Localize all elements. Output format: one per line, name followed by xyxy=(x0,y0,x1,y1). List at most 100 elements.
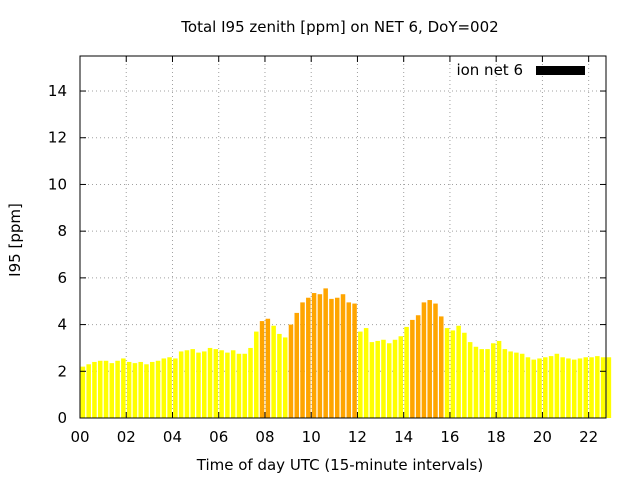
bar xyxy=(144,364,149,418)
bar xyxy=(554,353,560,418)
bar xyxy=(346,302,352,418)
bar xyxy=(184,350,190,418)
bar xyxy=(369,342,375,418)
bar xyxy=(560,357,565,418)
x-tick-label: 04 xyxy=(163,428,182,446)
bar xyxy=(271,325,276,418)
bar xyxy=(109,363,115,418)
bar xyxy=(363,328,369,418)
bar xyxy=(265,318,271,418)
bar xyxy=(456,325,461,418)
bar xyxy=(306,297,311,418)
bar xyxy=(386,343,392,418)
bar xyxy=(254,331,259,418)
bar xyxy=(450,330,456,418)
x-tick-label: 00 xyxy=(70,428,89,446)
bar xyxy=(196,352,201,418)
y-tick-label: 8 xyxy=(57,222,67,240)
bar xyxy=(398,336,404,418)
bar xyxy=(132,363,138,418)
bar xyxy=(473,346,479,418)
bar xyxy=(462,332,467,418)
bars xyxy=(80,288,612,418)
bar xyxy=(543,357,548,418)
bar xyxy=(207,347,213,418)
bar xyxy=(577,358,583,418)
bar xyxy=(202,351,207,418)
bar xyxy=(219,350,224,418)
bar xyxy=(525,357,531,418)
bar xyxy=(294,312,300,418)
bar xyxy=(381,339,386,418)
bar xyxy=(178,351,184,418)
bar xyxy=(571,359,577,418)
bar xyxy=(230,350,236,418)
x-tick-label: 06 xyxy=(209,428,228,446)
bar xyxy=(496,340,502,418)
bar xyxy=(115,360,120,418)
bar xyxy=(167,357,172,418)
bar xyxy=(173,358,178,418)
x-tick-label: 10 xyxy=(302,428,321,446)
y-tick-label: 10 xyxy=(48,175,67,193)
bar xyxy=(589,357,594,418)
bar xyxy=(225,352,230,418)
bar xyxy=(508,351,513,418)
bar xyxy=(242,353,247,418)
y-tick-labels: 0 2 4 6 8 10 12 14 xyxy=(48,82,67,427)
x-tick-label: 12 xyxy=(348,428,367,446)
grid xyxy=(80,56,606,418)
bar xyxy=(352,303,357,418)
y-tick-label: 2 xyxy=(57,362,67,380)
bar xyxy=(190,349,195,418)
chart-title: Total I95 zenith [ppm] on NET 6, DoY=002 xyxy=(180,18,498,36)
plot-frame xyxy=(79,55,607,419)
y-tick-label: 14 xyxy=(48,82,67,100)
bar xyxy=(155,360,161,418)
bar xyxy=(317,294,323,418)
x-tick-label: 18 xyxy=(487,428,506,446)
bar xyxy=(444,328,450,418)
x-tick-label: 20 xyxy=(533,428,552,446)
y-tick-label: 4 xyxy=(57,316,67,334)
bar xyxy=(491,343,496,418)
bar xyxy=(334,297,340,418)
x-tick-labels: 00 02 04 06 08 10 12 14 16 18 20 22 xyxy=(70,428,598,446)
bar xyxy=(392,339,398,418)
x-tick-label: 22 xyxy=(579,428,598,446)
bar xyxy=(421,302,427,418)
bar xyxy=(311,293,317,418)
bar xyxy=(282,337,288,418)
bar xyxy=(548,356,554,418)
x-axis-label: Time of day UTC (15-minute intervals) xyxy=(196,456,483,474)
x-tick-label: 16 xyxy=(440,428,459,446)
y-axis-label: I95 [ppm] xyxy=(6,203,24,277)
bar xyxy=(97,360,103,418)
bar xyxy=(531,359,536,418)
bar xyxy=(126,361,132,418)
bar xyxy=(410,319,415,418)
x-tick-label: 14 xyxy=(394,428,413,446)
bar xyxy=(404,326,409,418)
bar xyxy=(323,288,328,418)
bar xyxy=(138,361,143,418)
legend-label: ion net 6 xyxy=(456,61,523,79)
bar xyxy=(329,298,334,418)
bar xyxy=(150,361,155,418)
bar xyxy=(479,349,484,418)
bar xyxy=(433,303,438,418)
bar xyxy=(606,357,612,418)
bar xyxy=(86,364,91,418)
bar xyxy=(600,357,606,418)
bar xyxy=(595,356,600,418)
bar xyxy=(300,302,305,418)
bar xyxy=(248,347,253,418)
bar xyxy=(514,352,519,418)
x-tick-label: 08 xyxy=(255,428,274,446)
bar xyxy=(161,358,167,418)
legend: ion net 6 xyxy=(456,61,585,79)
bar xyxy=(259,321,265,418)
bar xyxy=(103,360,109,418)
bar xyxy=(537,358,542,418)
bar xyxy=(502,349,508,418)
